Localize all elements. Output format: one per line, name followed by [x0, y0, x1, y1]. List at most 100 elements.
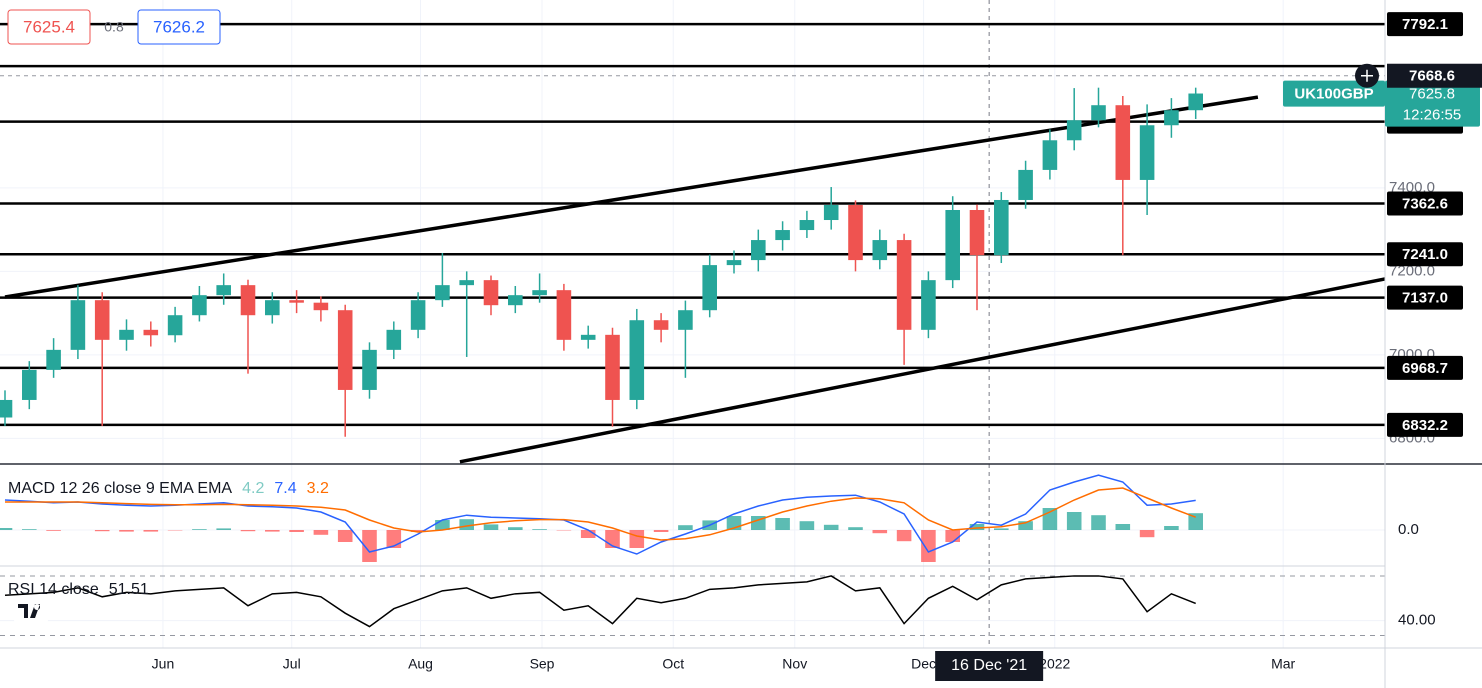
x-tick-label: Dec: [911, 656, 936, 672]
candle-body: [823, 204, 839, 221]
trend-line: [4, 95, 1259, 299]
crosshair-price-bg: [1387, 63, 1482, 88]
y-tick-label: 0.0: [1398, 521, 1419, 538]
macd-histogram-bar: [921, 530, 936, 562]
rsi-legend: RSI 14 close 51.51: [8, 581, 149, 598]
candle-body: [1115, 105, 1131, 180]
candle-body: [775, 230, 790, 241]
candle-body: [337, 310, 353, 390]
macd-histogram-bar: [1164, 526, 1179, 530]
level-label-bg: [1387, 191, 1463, 216]
x-tick-label: 2022: [1039, 656, 1070, 672]
level-label-bg: [1387, 242, 1463, 267]
candle-body: [994, 199, 1009, 256]
spread: 0.8: [104, 19, 124, 35]
macd-histogram-bar: [775, 518, 790, 530]
candle-body: [872, 240, 888, 261]
candle-body: [945, 209, 960, 281]
macd-histogram-bar: [532, 529, 547, 530]
macd-histogram-bar: [192, 529, 207, 530]
candle-body: [216, 285, 231, 296]
macd-histogram-bar: [435, 520, 450, 530]
candle-body: [483, 280, 499, 306]
candle-body: [46, 349, 61, 370]
candle-body: [313, 302, 329, 311]
candle-body: [22, 369, 37, 400]
x-tick-label: Jul: [283, 656, 301, 672]
rsi-title: RSI 14 close: [8, 581, 99, 598]
candle-body: [799, 220, 815, 231]
candle-body: [896, 240, 912, 330]
crosshair-date-bg: [935, 651, 1044, 681]
candle-body: [265, 300, 280, 316]
macd-histogram-bar: [994, 528, 1009, 530]
level-label: 6832.2: [1402, 417, 1448, 434]
macd-histogram-bar: [823, 524, 839, 530]
candle-body: [605, 334, 620, 400]
macd-histogram-bar: [313, 530, 329, 535]
plot: [0, 0, 1386, 648]
macd-histogram-bar: [143, 530, 159, 532]
candle-body: [751, 240, 766, 261]
macd-histogram-bar: [1066, 512, 1082, 530]
macd-histogram-bar: [337, 530, 353, 542]
macd-histogram-bar: [945, 530, 960, 542]
candle-body: [143, 329, 159, 336]
logo: [18, 604, 41, 618]
bid-box[interactable]: [7, 9, 91, 45]
candle-body: [1188, 93, 1203, 111]
trend-line: [459, 277, 1386, 464]
crosshair-date: 16 Dec '21: [951, 657, 1027, 674]
level-label: 6968.7: [1402, 360, 1448, 377]
macd-hist-value: 4.2: [242, 480, 264, 497]
x-tick-label: Oct: [662, 656, 684, 672]
candle-body: [0, 399, 13, 418]
rsi-value: 51.51: [109, 581, 149, 598]
last-price: 7625.8: [1409, 86, 1455, 103]
ask-box[interactable]: [137, 9, 221, 45]
candle-body: [921, 280, 936, 330]
candle-body: [726, 260, 742, 266]
candle-body: [532, 290, 547, 296]
macd-histogram-bar: [0, 528, 13, 530]
candle-body: [1091, 105, 1106, 121]
macd-value: 7.4: [274, 480, 296, 497]
y-tick-label: 40.00: [1398, 612, 1436, 629]
candle-body: [386, 329, 402, 350]
macd-signal-value: 3.2: [307, 480, 329, 497]
macd-legend: MACD 12 26 close 9 EMA EMA 4.2 7.4 3.2: [8, 480, 329, 497]
macd-histogram-bar: [969, 524, 985, 530]
x-tick-label: Sep: [530, 656, 555, 672]
macd-histogram-bar: [1139, 530, 1155, 538]
candle-body: [848, 204, 863, 261]
candle-body: [580, 334, 596, 340]
candle-body: [702, 265, 717, 311]
level-label: 7792.1: [1402, 16, 1448, 33]
x-tick-label: Mar: [1271, 656, 1295, 672]
macd-histogram-bar: [629, 530, 645, 548]
macd-histogram-bar: [483, 524, 499, 530]
y-tick-label: 7200.0: [1389, 262, 1435, 279]
logo-bg: [14, 598, 48, 624]
x-tick-label: Aug: [408, 656, 433, 672]
candle-body: [240, 285, 256, 316]
candle-body: [969, 209, 985, 256]
macd-histogram-bar: [896, 530, 912, 542]
crosshair-add-icon: [1361, 69, 1373, 82]
macd-histogram-bar: [872, 530, 888, 534]
macd-histogram-bar: [119, 530, 134, 532]
candle-body: [167, 315, 183, 336]
symbol-tag: UK100GBP: [1294, 86, 1373, 103]
candle-body: [192, 295, 207, 316]
macd-histogram-bar: [1188, 513, 1203, 530]
macd-histogram-bar: [678, 525, 693, 530]
level-label-bg: [1387, 12, 1463, 37]
symbol-tag-bg: [1283, 80, 1385, 107]
macd-histogram-bar: [1091, 515, 1106, 530]
x-tick-label: Nov: [782, 656, 807, 672]
candle-body: [410, 300, 426, 330]
macd-histogram-bar: [848, 527, 863, 530]
macd-line: [5, 487, 1196, 541]
macd-title: MACD 12 26 close 9 EMA EMA: [8, 480, 232, 497]
